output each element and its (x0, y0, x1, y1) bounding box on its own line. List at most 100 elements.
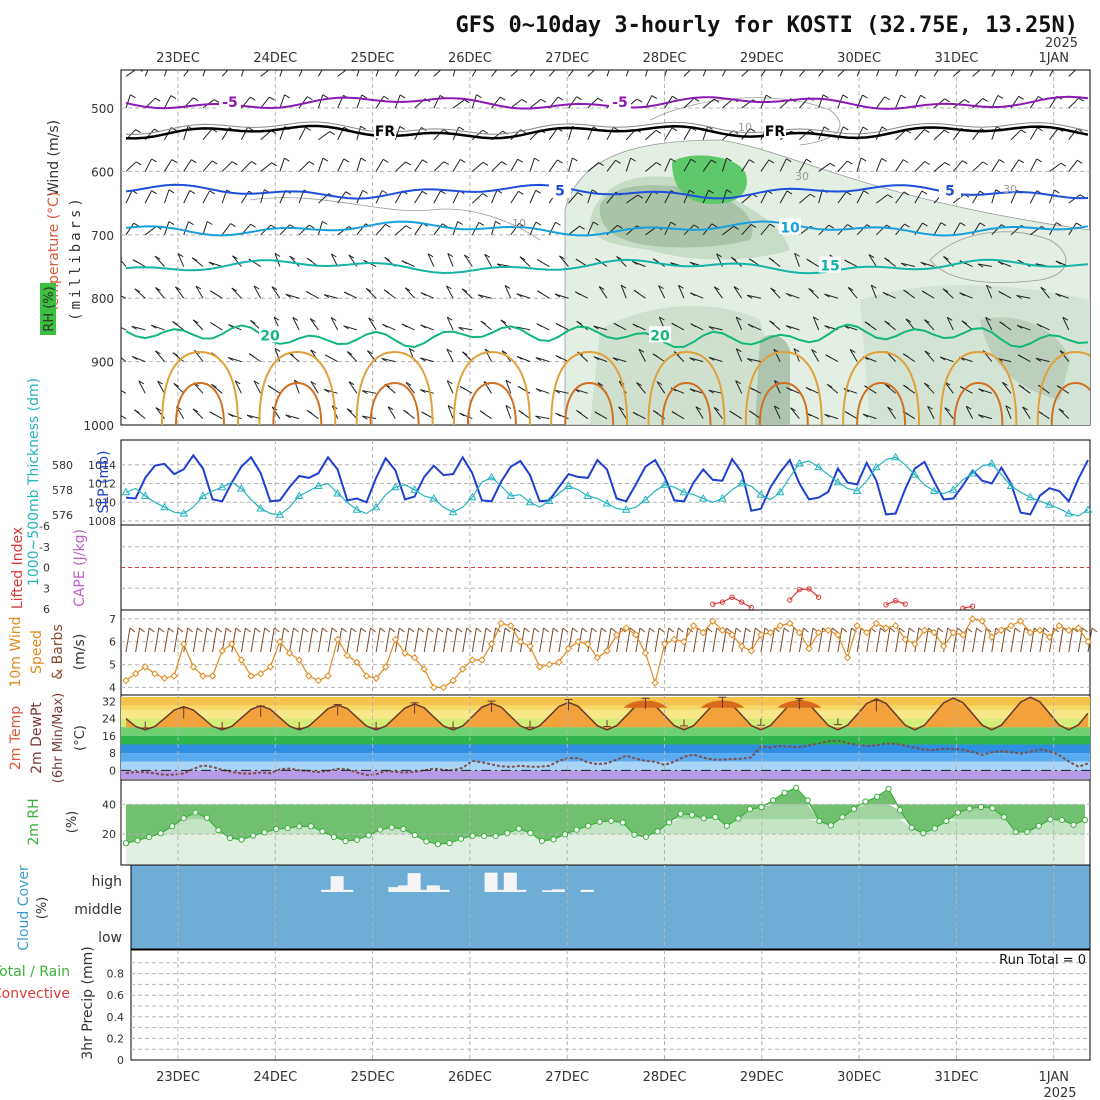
wind-barb-flag (172, 321, 178, 326)
wind-barb (173, 383, 185, 394)
wind-barb (868, 254, 877, 267)
wind-barb-flag (322, 220, 328, 225)
wind-barb-flag (598, 162, 604, 167)
surface-wind-barb-flag (735, 627, 742, 633)
wind-tick-label: 7 (109, 613, 116, 626)
wind-barb-flag (597, 97, 603, 102)
wind-barb-flag (813, 316, 819, 321)
wind-barb (289, 255, 300, 267)
wind-barb-flag (1016, 324, 1023, 329)
wind-barb-flag (1017, 354, 1024, 359)
wind-barb (144, 225, 157, 236)
isotherm-20 (125, 323, 1089, 349)
wind-barb (991, 224, 1002, 236)
wind-barb-flag (689, 388, 696, 393)
wind-barb-flag (636, 382, 642, 386)
wind-barb (779, 158, 787, 172)
wind-speed-point (737, 642, 746, 650)
wind-barb-flag (594, 411, 601, 416)
wind-speed-point (208, 672, 217, 680)
wind-barb (924, 350, 935, 362)
temp-tick-label: 24 (102, 713, 116, 726)
wind-barb (695, 406, 704, 419)
wind-barb (471, 129, 483, 141)
wind-barb-flag (250, 320, 256, 324)
wind-barb-flag (138, 380, 145, 385)
surface-wind-barb (1087, 627, 1093, 653)
wind-barb (323, 294, 338, 299)
precip-tick-label: 0.4 (107, 1011, 125, 1024)
wind-barb-flag (786, 387, 792, 392)
wind-barb (446, 348, 454, 362)
wind-barb (324, 388, 338, 394)
thickness-point (410, 485, 419, 493)
wind-barb (177, 253, 185, 267)
surface-wind-barb (135, 627, 141, 653)
wind-barb-flag (829, 162, 836, 167)
wind-barb-flag (274, 70, 277, 72)
wind-barb-flag (250, 96, 256, 101)
wind-barb (234, 380, 242, 394)
top-date-axis: 23DEC 24DEC 25DEC 26DEC 27DEC 28DEC 29DEC 30DEC… (156, 51, 1069, 66)
wind-barb-flag (423, 65, 428, 68)
wind-barb-flag (284, 94, 290, 99)
wind-barb (1068, 97, 1080, 109)
temp-tick-label: 16 (102, 730, 116, 743)
surface-wind-barb (625, 627, 631, 653)
wind-barb (317, 70, 323, 77)
wind-barb (811, 349, 820, 362)
wind-barb-flag (535, 357, 542, 361)
wind-barb-flag (447, 405, 454, 409)
wind-speed-point (1074, 624, 1083, 632)
wind-barb-flag (806, 158, 812, 163)
wind-barb-flag (900, 262, 907, 267)
rh-point (989, 805, 996, 812)
isotherm-15 (125, 258, 1089, 275)
wind-barb-flag (847, 160, 853, 165)
surface-wind-barb (144, 627, 150, 653)
pressure-axis-label: (millibars) (68, 195, 84, 321)
rh-point (619, 819, 626, 826)
wind-barb (798, 158, 807, 172)
isotherm-label: 20 (650, 328, 670, 344)
thickness-point (429, 494, 439, 502)
wind-barb (606, 127, 614, 140)
precip-convective-label: Convective (0, 986, 70, 1002)
wind-barb (395, 161, 406, 172)
wind-barb (1049, 189, 1055, 204)
lifted-index-point (806, 586, 812, 592)
wind-barb (279, 158, 285, 172)
wind-barb-flag (210, 290, 216, 295)
wind-barb (747, 358, 762, 363)
surface-wind-barb-flag (754, 627, 761, 633)
wind-barb-flag (713, 406, 720, 411)
top-date-label: 23DEC (156, 51, 200, 66)
cloud-unit-label: (%) (35, 897, 50, 920)
surface-wind-barb-flag (880, 627, 886, 633)
surface-wind-barb-flag (629, 627, 636, 633)
wind-barb-flag (289, 255, 295, 260)
wind-barb-flag (348, 381, 355, 386)
thickness-tick-label: 580 (52, 459, 73, 472)
wind-speed-point (122, 676, 130, 685)
cloud-high-bar (388, 887, 402, 892)
wind-barb-flag (1016, 295, 1022, 299)
wind-barb (157, 380, 165, 394)
rh-band (126, 834, 1085, 864)
wind-barb-flag (151, 63, 156, 66)
cloud-high-bar (551, 889, 565, 892)
wind-barb (620, 284, 627, 299)
rh-point (457, 835, 465, 842)
wind-speed-point (256, 670, 265, 678)
wind-barb-flag (457, 221, 463, 226)
wind-barb (298, 161, 310, 172)
wind-barb-flag (207, 221, 213, 225)
wind-speed-point (766, 628, 775, 637)
wind-barb-flag (269, 96, 275, 101)
minmax-axis-label: (6hr Min/Max) (51, 693, 66, 783)
wind-barb (574, 388, 588, 394)
wind-barb-flag (518, 223, 525, 227)
wind-barb (279, 224, 291, 236)
rh-point (677, 810, 684, 817)
surface-wind-barb (914, 627, 920, 653)
